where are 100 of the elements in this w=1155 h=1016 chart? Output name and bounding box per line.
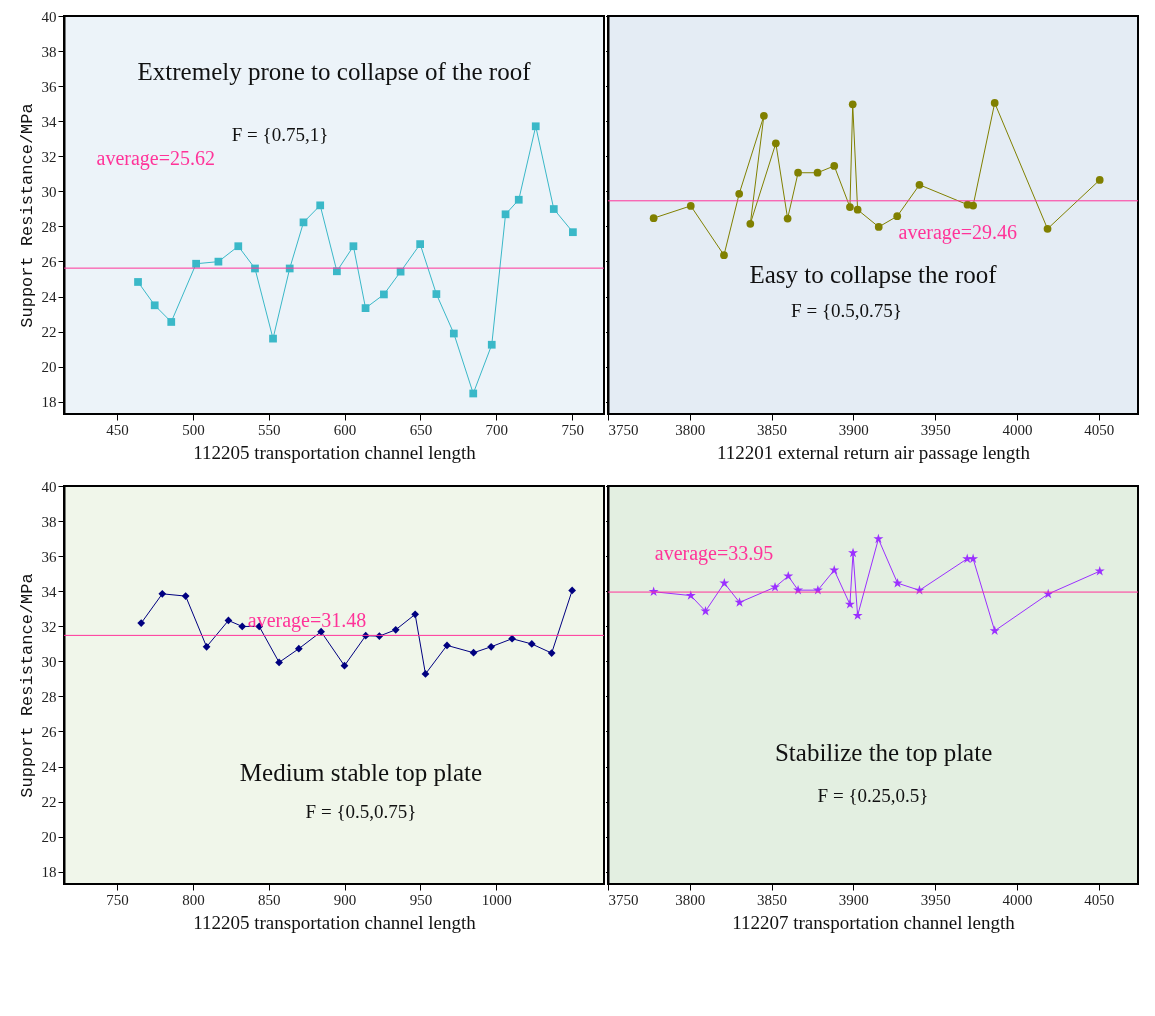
x-tick-label: 500: [182, 421, 205, 438]
y-axis-title: Support Resistance/MPa: [17, 103, 37, 328]
point: [349, 242, 358, 251]
point: [487, 340, 496, 349]
point: [568, 586, 577, 595]
point: [892, 577, 903, 588]
x-axis-title: 112207 transportation channel length: [732, 911, 1016, 933]
x-tick-label: 4000: [1002, 891, 1033, 908]
point: [874, 223, 883, 231]
y-tick-label: 38: [41, 43, 57, 60]
x-tick-label: 1000: [481, 891, 512, 908]
point: [735, 189, 744, 198]
point: [421, 670, 430, 678]
point: [275, 658, 283, 667]
point: [771, 139, 780, 148]
x-tick-label: 850: [258, 891, 281, 908]
y-tick-label: 40: [41, 478, 57, 495]
x-tick-label: 3850: [757, 421, 788, 438]
point: [202, 642, 211, 651]
x-axis-title: 112205 transportation channel length: [193, 911, 477, 933]
y-tick-label: 28: [41, 218, 57, 235]
point: [214, 257, 223, 266]
x-tick-label: 3750: [608, 421, 639, 438]
x-tick-label: 800: [182, 891, 205, 908]
point: [316, 201, 325, 210]
point: [449, 329, 458, 338]
x-tick-label: 4000: [1002, 421, 1033, 438]
annotation: F = {0.5,0.75}: [791, 299, 902, 321]
point: [501, 210, 510, 219]
point: [443, 641, 451, 650]
y-tick-label: 18: [41, 864, 57, 881]
point: [158, 589, 167, 598]
point: [181, 592, 190, 600]
x-tick-label: 3900: [838, 421, 869, 438]
point: [531, 122, 540, 131]
y-tick-label: 30: [41, 183, 57, 200]
y-tick-label: 26: [41, 723, 57, 740]
point: [968, 553, 979, 564]
point: [783, 214, 792, 223]
point: [783, 570, 794, 581]
point: [294, 644, 303, 653]
point: [852, 610, 863, 620]
y-tick-label: 24: [41, 289, 57, 306]
point: [391, 625, 400, 634]
y-tick-label: 36: [41, 548, 57, 565]
point: [848, 100, 857, 109]
point: [411, 610, 420, 619]
annotation: F = {0.5,0.75}: [305, 801, 417, 823]
point: [760, 111, 768, 120]
x-tick-label: 650: [409, 421, 433, 438]
x-tick-label: 3950: [920, 421, 951, 438]
annotation: Extremely prone to collapse of the roof: [137, 57, 532, 85]
point: [361, 304, 370, 312]
x-tick-label: 700: [485, 421, 509, 438]
y-tick-label: 36: [41, 78, 57, 95]
y-tick-label: 18: [41, 394, 57, 411]
point: [969, 201, 977, 210]
y-tick-label: 22: [41, 324, 57, 341]
point: [299, 218, 308, 227]
y-tick-label: 34: [41, 113, 57, 130]
point: [432, 290, 441, 298]
point: [487, 642, 496, 651]
x-axis-title: 112205 transportation channel length: [193, 441, 477, 463]
annotation: F = {0.25,0.5}: [817, 785, 929, 807]
annotation: Stabilize the top plate: [774, 738, 993, 766]
y-tick-label: 40: [41, 8, 57, 25]
point: [469, 389, 478, 398]
point: [746, 219, 755, 228]
point: [527, 640, 536, 648]
x-tick-label: 450: [106, 421, 129, 438]
x-tick-label: 550: [258, 421, 281, 438]
y-tick-label: 22: [41, 794, 57, 811]
x-axis-title: 112201 external return air passage length: [716, 441, 1031, 463]
point: [137, 619, 146, 627]
annotation: Easy to collapse the roof: [749, 260, 998, 288]
x-tick-label: 600: [333, 421, 357, 438]
point: [685, 590, 696, 600]
point: [549, 205, 558, 213]
x-tick-label: 4050: [1084, 891, 1115, 908]
point: [915, 180, 924, 189]
point: [989, 625, 1000, 636]
point: [853, 205, 862, 214]
point: [830, 162, 839, 170]
point: [844, 599, 855, 609]
point: [469, 648, 478, 657]
point: [990, 99, 999, 107]
point: [734, 597, 745, 607]
x-tick-label: 750: [106, 891, 129, 908]
annotation: Medium stable top plate: [239, 758, 483, 786]
point: [167, 318, 176, 326]
y-tick-label: 30: [41, 653, 57, 670]
ref-line-label: average=31.48: [247, 609, 367, 633]
annotation: F = {0.75,1}: [231, 124, 329, 146]
point: [848, 547, 859, 558]
point: [416, 240, 425, 248]
y-tick-label: 38: [41, 513, 57, 530]
point: [893, 212, 902, 221]
point: [134, 278, 142, 286]
point: [813, 168, 822, 177]
point: [770, 581, 780, 592]
